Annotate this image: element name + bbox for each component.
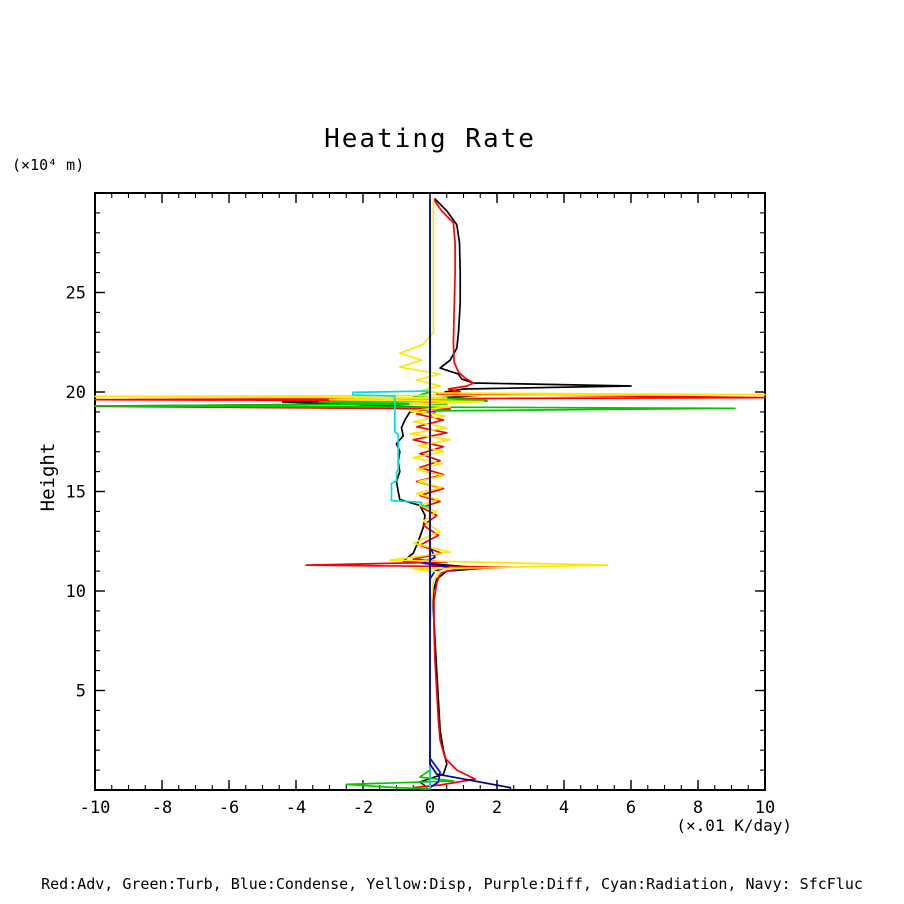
svg-text:10: 10: [755, 798, 775, 818]
series-Radiation: [352, 198, 431, 789]
svg-text:25: 25: [66, 284, 86, 304]
svg-text:-10: -10: [80, 798, 111, 818]
x-axis-units: (×.01 K/day): [676, 816, 792, 835]
svg-text:2: 2: [492, 798, 502, 818]
svg-text:6: 6: [626, 798, 636, 818]
y-axis-units: (×10⁴ m): [12, 156, 85, 174]
svg-text:-8: -8: [152, 798, 172, 818]
svg-text:4: 4: [559, 798, 569, 818]
legend: Red:Adv, Green:Turb, Blue:Condense, Yell…: [41, 875, 863, 893]
series-black-unlabeled: [281, 198, 632, 788]
svg-text:20: 20: [66, 383, 86, 403]
svg-text:10: 10: [66, 582, 86, 602]
svg-text:15: 15: [66, 483, 86, 503]
chart-title: Heating Rate: [324, 124, 536, 154]
series-SfcFluc: [429, 198, 512, 790]
svg-text:0: 0: [425, 798, 435, 818]
svg-text:5: 5: [76, 682, 86, 702]
series-Disp: [94, 198, 766, 789]
plot-svg: -10 -8 -6 -4 -2 0 2 4 6 8 10 5 10 15 20 25: [66, 192, 775, 818]
svg-text:-2: -2: [353, 798, 373, 818]
svg-text:-6: -6: [219, 798, 239, 818]
svg-text:8: 8: [693, 798, 703, 818]
svg-text:-4: -4: [286, 798, 306, 818]
series-Adv: [94, 198, 766, 789]
series-Turb: [94, 198, 736, 790]
